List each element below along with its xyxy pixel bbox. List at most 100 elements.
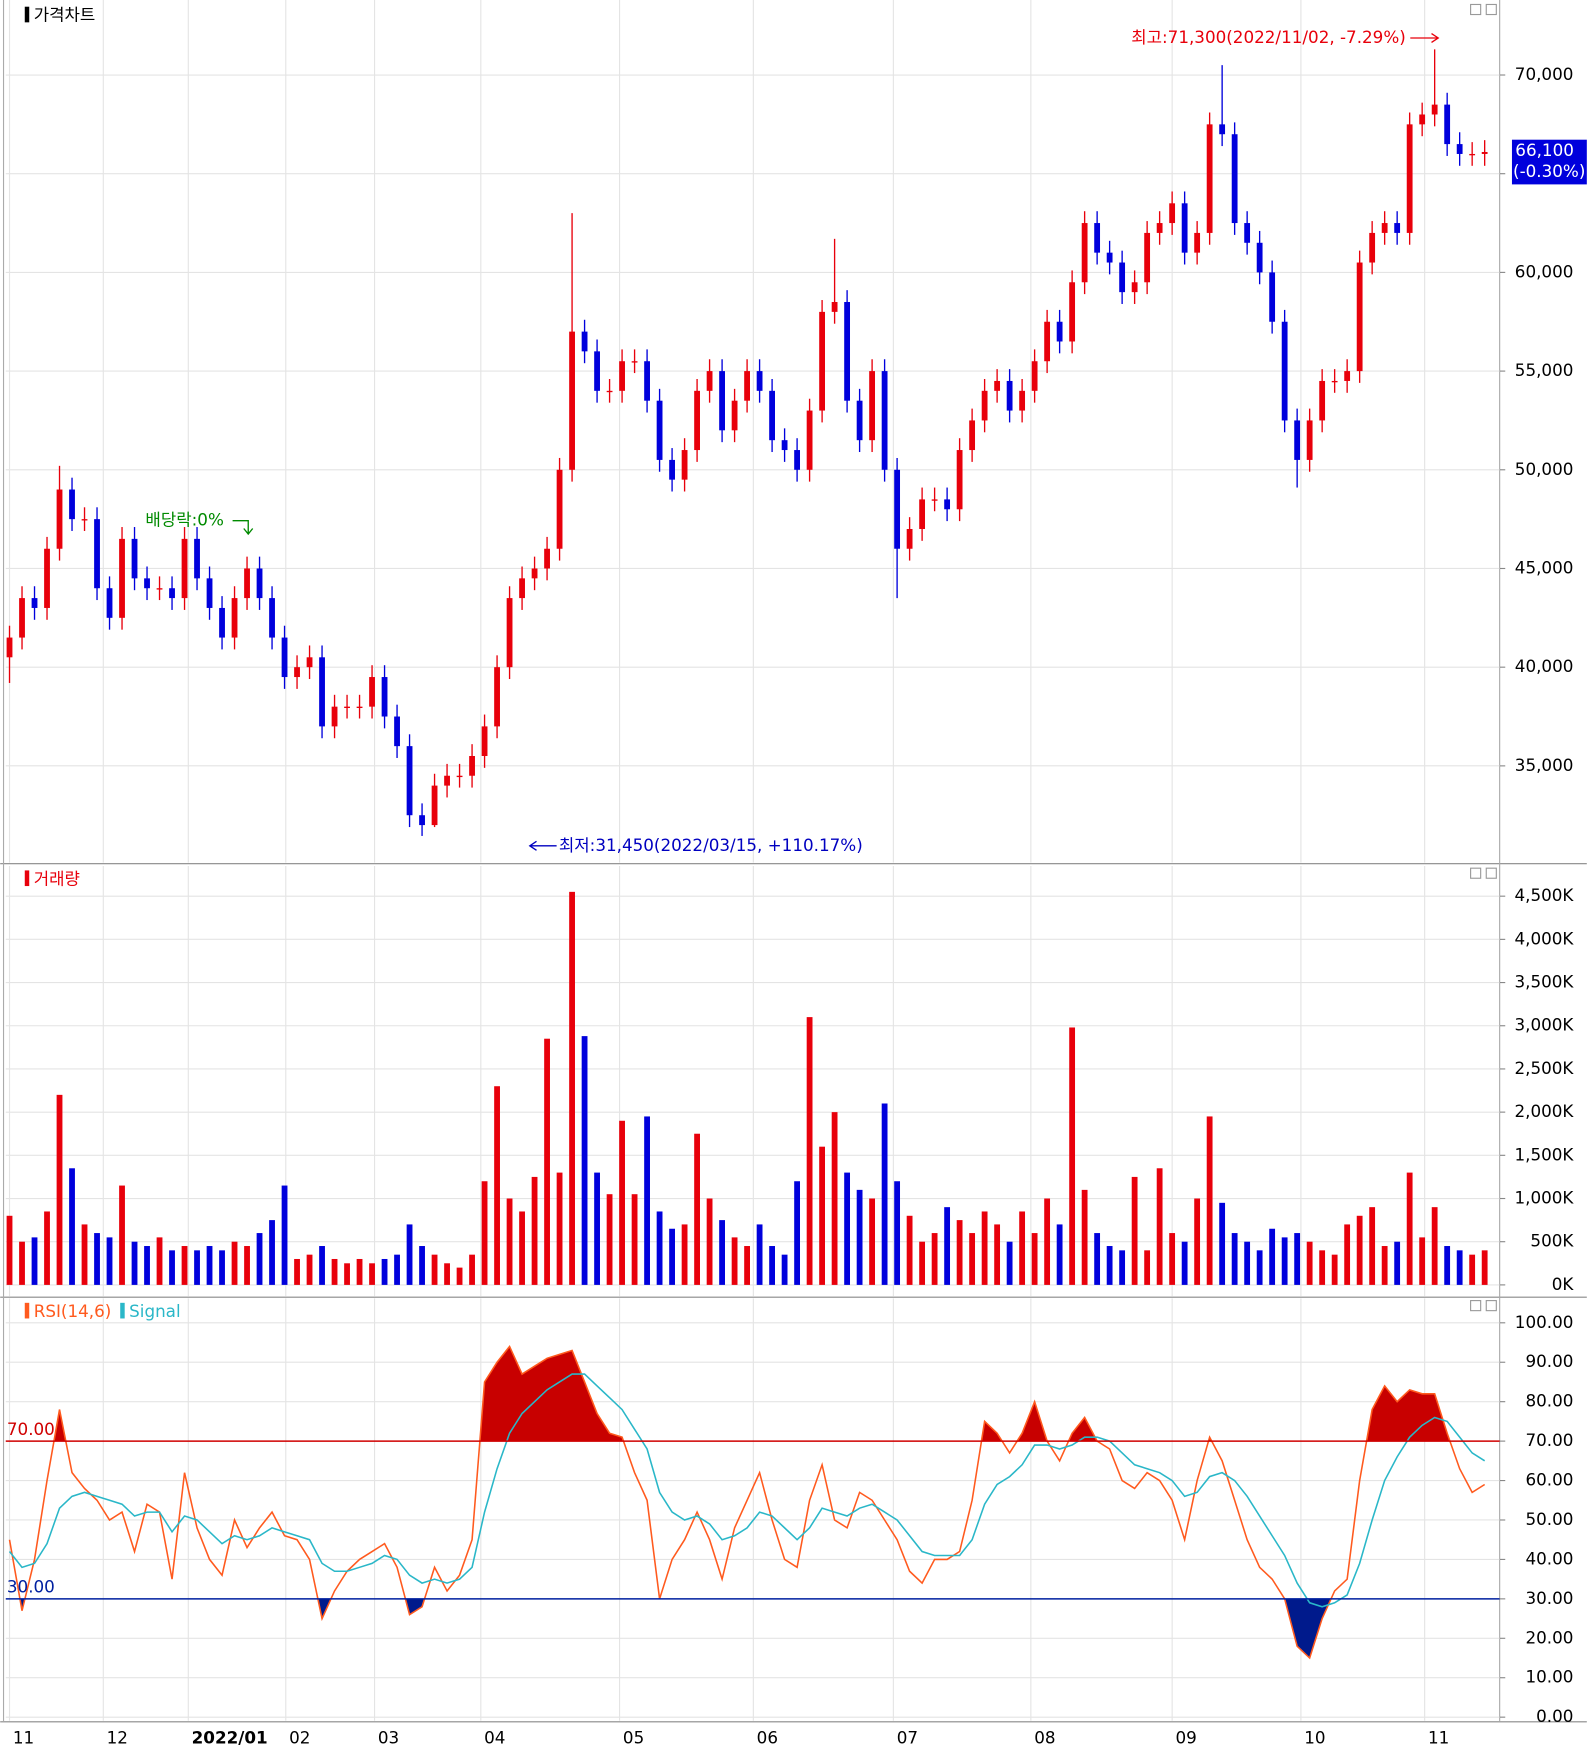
- candle-body: [619, 361, 625, 391]
- x-tick-label: 04: [484, 1728, 505, 1748]
- candle-body: [356, 706, 363, 708]
- annotation-arrow: [232, 520, 254, 536]
- y-tick-label: 20.00: [1525, 1627, 1573, 1647]
- y-tick-label: 0.00: [1536, 1706, 1573, 1726]
- volume-bar: [1344, 1224, 1351, 1285]
- candle-body: [6, 637, 13, 658]
- volume-bar: [431, 1254, 438, 1285]
- x-tick-label: 08: [1034, 1728, 1055, 1748]
- minimize-button[interactable]: [1470, 1300, 1482, 1312]
- volume-bar: [556, 1172, 563, 1285]
- annotation: 배당락:0%: [145, 510, 223, 530]
- candle-body: [294, 667, 300, 678]
- candle-body: [1106, 252, 1113, 263]
- candle-body: [219, 607, 225, 638]
- candle-body: [956, 450, 963, 510]
- candle-body: [44, 548, 50, 608]
- candle-body: [844, 302, 851, 401]
- volume-bar: [44, 1211, 50, 1285]
- candle-body: [819, 311, 826, 411]
- y-tick-label: 50,000: [1515, 459, 1574, 479]
- volume-bar: [1281, 1237, 1288, 1285]
- candle-body: [994, 380, 1001, 391]
- y-tick-label: 4,500K: [1514, 885, 1574, 905]
- candle-body: [269, 598, 275, 638]
- volume-bar: [444, 1263, 450, 1285]
- volume-bar: [956, 1220, 963, 1285]
- volume-bar: [419, 1246, 425, 1285]
- y-tick-label: 2,500K: [1514, 1058, 1574, 1078]
- volume-bar: [1169, 1233, 1176, 1285]
- candle-body: [706, 371, 713, 391]
- candle-body: [681, 450, 688, 480]
- y-tick-label: 40,000: [1515, 656, 1574, 676]
- volume-bar: [769, 1246, 775, 1285]
- candle-body: [1069, 282, 1076, 342]
- volume-bar: [19, 1241, 25, 1285]
- volume-bar: [31, 1237, 38, 1285]
- candle-body: [1381, 223, 1388, 233]
- volume-bar: [869, 1198, 876, 1285]
- y-tick-label: 500K: [1530, 1231, 1574, 1251]
- volume-bar: [469, 1254, 475, 1285]
- volume-bar: [881, 1103, 888, 1285]
- volume-bar: [669, 1228, 675, 1285]
- y-tick-label: 2,000K: [1514, 1101, 1574, 1121]
- volume-bar: [1044, 1198, 1051, 1285]
- candle-body: [894, 469, 901, 549]
- candle-body: [1481, 151, 1488, 154]
- volume-bar: [1231, 1233, 1238, 1285]
- volume-bar: [831, 1112, 838, 1285]
- close-button[interactable]: [1485, 3, 1497, 16]
- candle-body: [1231, 134, 1238, 224]
- volume-bar: [1306, 1241, 1313, 1285]
- candle-body: [19, 598, 25, 638]
- candle-body: [531, 568, 538, 579]
- candle-body: [869, 371, 876, 441]
- volume-bar: [794, 1181, 801, 1285]
- volume-bar: [481, 1181, 488, 1285]
- close-button[interactable]: [1485, 867, 1497, 879]
- volume-bar: [56, 1094, 63, 1285]
- candle-body: [631, 361, 638, 363]
- candle-body: [119, 538, 125, 618]
- volume-bar: [206, 1246, 213, 1285]
- y-tick-label: 10.00: [1525, 1667, 1573, 1687]
- volume-bar: [6, 1215, 13, 1285]
- y-tick-label: 80.00: [1525, 1391, 1573, 1411]
- volume-bar: [1219, 1202, 1226, 1285]
- candle-body: [944, 499, 951, 510]
- minimize-button[interactable]: [1470, 867, 1482, 879]
- volume-bar: [144, 1246, 150, 1285]
- candle-body: [744, 371, 750, 401]
- volume-bar: [1194, 1198, 1201, 1285]
- legend-marker: [120, 1302, 125, 1319]
- minimize-button[interactable]: [1470, 3, 1482, 16]
- series-line: [8, 1373, 1486, 1608]
- candle-body: [1256, 242, 1263, 273]
- candle-body: [594, 351, 600, 391]
- volume-bar: [356, 1258, 363, 1285]
- x-tick-label: 05: [623, 1728, 644, 1748]
- candle-body: [1269, 272, 1276, 322]
- annotation: 최고:71,300(2022/11/02, -7.29%): [1131, 27, 1406, 47]
- candle-body: [344, 706, 350, 708]
- volume-bar: [519, 1211, 525, 1285]
- volume-bar: [1019, 1211, 1026, 1285]
- close-button[interactable]: [1485, 1300, 1497, 1312]
- volume-bar: [1394, 1241, 1401, 1285]
- volume-bar: [1269, 1228, 1276, 1285]
- volume-bar: [544, 1038, 550, 1285]
- volume-bar: [681, 1224, 688, 1285]
- volume-bar: [856, 1189, 863, 1285]
- series-line: [8, 1344, 1486, 1660]
- volume-bar: [1056, 1224, 1063, 1285]
- volume-bar: [94, 1233, 100, 1285]
- volume-bar: [494, 1086, 500, 1285]
- panel-buttons: [1470, 3, 1497, 1312]
- candle-body: [281, 637, 288, 678]
- candle-body: [519, 578, 525, 599]
- volume-bar: [594, 1172, 600, 1285]
- y-tick-label: 0K: [1552, 1274, 1575, 1294]
